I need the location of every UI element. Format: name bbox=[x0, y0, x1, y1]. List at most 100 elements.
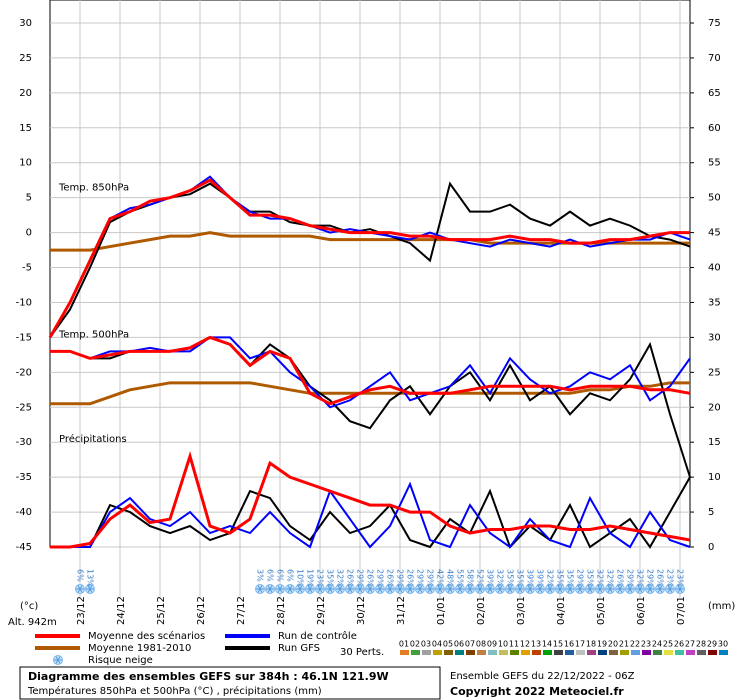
snow-risk-label: 26% bbox=[346, 569, 355, 587]
snow-risk-mark bbox=[445, 584, 455, 594]
y-axis-label: (°c) bbox=[20, 601, 38, 612]
snow-risk-mark bbox=[295, 584, 305, 594]
snow-icon-ray bbox=[597, 585, 603, 593]
snow-risk-label: 10% bbox=[296, 569, 305, 587]
snow-icon-ray bbox=[337, 585, 343, 593]
perturbation-swatch bbox=[609, 650, 618, 655]
snow-icon-ray bbox=[307, 585, 313, 593]
footer-copyright: Copyright 2022 Meteociel.fr bbox=[450, 685, 624, 698]
perturbation-number: 01 bbox=[399, 640, 409, 649]
perturbation-swatch bbox=[587, 650, 596, 655]
snow-risk-mark bbox=[345, 584, 355, 594]
y-tick-label: -30 bbox=[16, 437, 32, 448]
perturbation-number: 21 bbox=[619, 640, 629, 649]
plot-area bbox=[49, 0, 691, 548]
series-line bbox=[50, 335, 691, 406]
series-line bbox=[50, 336, 691, 409]
snow-risk-label: 32% bbox=[636, 569, 645, 587]
snow-icon-ray bbox=[277, 585, 283, 593]
snow-risk-label: 6% bbox=[276, 569, 285, 582]
snow-risk-mark bbox=[645, 584, 655, 594]
snow-icon-ray bbox=[677, 585, 683, 593]
snow-risk-mark bbox=[605, 584, 615, 594]
y2-tick-label: 25 bbox=[708, 367, 721, 378]
snow-risk-mark bbox=[575, 584, 585, 594]
snow-risk-mark bbox=[315, 584, 325, 594]
perturbation-swatch bbox=[411, 650, 420, 655]
snow-risk-label: 35% bbox=[566, 569, 575, 587]
snow-icon-ray bbox=[437, 585, 443, 593]
perturbation-swatch bbox=[620, 650, 629, 655]
y-tick-label: -25 bbox=[16, 402, 32, 413]
perturbation-swatch bbox=[631, 650, 640, 655]
perturbation-number: 30 bbox=[718, 640, 728, 649]
series-line bbox=[50, 450, 691, 549]
snow-risk-mark bbox=[505, 584, 515, 594]
perturbation-swatch bbox=[422, 650, 431, 655]
snow-risk-label: 35% bbox=[586, 569, 595, 587]
snow-icon-ray bbox=[587, 585, 593, 593]
perturbation-swatch bbox=[664, 650, 673, 655]
y-tick-label: 20 bbox=[19, 88, 32, 99]
y2-tick-label: 55 bbox=[708, 158, 721, 169]
perturbation-number: 13 bbox=[531, 640, 541, 649]
snow-icon-ray bbox=[617, 585, 623, 593]
snow-risk-label: 32% bbox=[496, 569, 505, 587]
legend-label: Risque neige bbox=[88, 655, 153, 666]
perturbation-swatch bbox=[697, 650, 706, 655]
perturbation-number: 05 bbox=[443, 640, 453, 649]
annotation: Temp. 500hPa bbox=[58, 329, 129, 340]
y2-tick-label: 35 bbox=[708, 297, 721, 308]
y2-tick-label: 45 bbox=[708, 228, 721, 239]
perturbation-number: 20 bbox=[608, 640, 618, 649]
y2-tick-label: 20 bbox=[708, 402, 721, 413]
altitude: Alt. 942m bbox=[8, 617, 57, 628]
perturbation-number: 16 bbox=[564, 640, 574, 649]
perturbation-number: 17 bbox=[575, 640, 585, 649]
snow-risk-label: 19% bbox=[306, 569, 315, 587]
legend-snow-icon bbox=[53, 655, 63, 665]
snow-icon-ray bbox=[537, 585, 543, 593]
perturbation-swatch bbox=[543, 650, 552, 655]
snow-risk-label: 29% bbox=[626, 569, 635, 587]
perturbation-swatch bbox=[466, 650, 475, 655]
perturbation-number: 14 bbox=[542, 640, 552, 649]
y-tick-label: 15 bbox=[19, 123, 32, 134]
perturbations-label: 30 Perts. bbox=[340, 647, 384, 658]
snow-risk-label: 39% bbox=[526, 569, 535, 587]
snow-risk-mark bbox=[405, 584, 415, 594]
legend-label: Run de contrôle bbox=[278, 630, 357, 642]
snow-risk-label: 6% bbox=[76, 569, 85, 582]
perturbation-number: 18 bbox=[586, 640, 596, 649]
y2-tick-label: 75 bbox=[708, 18, 721, 29]
snow-icon-ray bbox=[627, 585, 633, 593]
perturbation-swatch bbox=[565, 650, 574, 655]
snow-risk-label: 32% bbox=[336, 569, 345, 587]
snow-icon-ray bbox=[267, 585, 273, 593]
snow-risk-mark bbox=[485, 584, 495, 594]
y-tick-label: -45 bbox=[16, 542, 32, 553]
perturbation-swatch bbox=[455, 650, 464, 655]
x-tick-label: 24/12 bbox=[116, 596, 127, 625]
annotation: Précipitations bbox=[59, 433, 127, 445]
y2-tick-label: 65 bbox=[708, 88, 721, 99]
snow-risk-label: 29% bbox=[646, 569, 655, 587]
snow-risk-mark bbox=[265, 584, 275, 594]
snow-risk-mark bbox=[535, 584, 545, 594]
snow-risk-label: 32% bbox=[596, 569, 605, 587]
snow-risk-mark bbox=[665, 584, 675, 594]
snow-icon-ray bbox=[667, 585, 673, 593]
snow-icon-ray bbox=[357, 585, 363, 593]
footer-title: Diagramme des ensembles GEFS sur 384h : … bbox=[28, 670, 389, 683]
y-tick-label: 25 bbox=[19, 53, 32, 64]
x-tick-label: 03/01 bbox=[516, 596, 527, 625]
snow-risk-label: 29% bbox=[426, 569, 435, 587]
y-tick-label: -20 bbox=[16, 367, 32, 378]
y-tick-label: -40 bbox=[16, 507, 32, 518]
perturbation-number: 27 bbox=[685, 640, 695, 649]
perturbation-swatch bbox=[532, 650, 541, 655]
perturbation-swatch bbox=[642, 650, 651, 655]
snow-risk-mark bbox=[85, 584, 95, 594]
x-tick-label: 31/12 bbox=[396, 596, 407, 625]
x-tick-label: 07/01 bbox=[676, 596, 687, 625]
